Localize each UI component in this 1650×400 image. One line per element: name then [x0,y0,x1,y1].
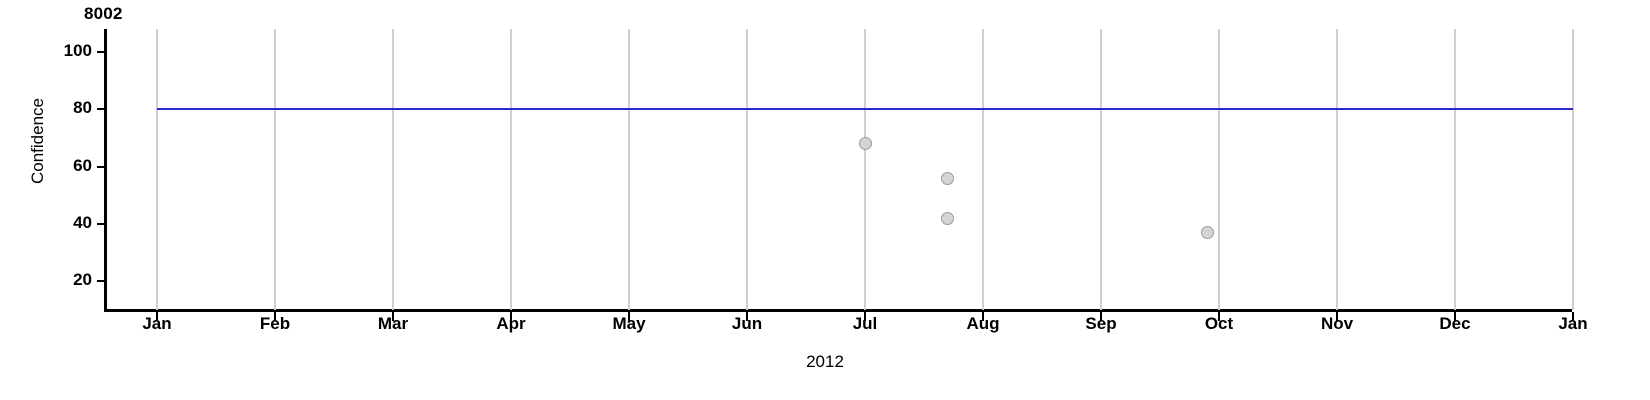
x-axis-line [104,309,1572,312]
x-tick-mark-7 [982,312,984,321]
x-tick-label-4: May [612,314,646,333]
gridline-jan-12 [1572,29,1574,310]
x-tick-mark-8 [1100,312,1102,321]
gridline-may-4 [628,29,630,310]
x-tick-mark-12 [1572,312,1574,321]
gridline-apr-3 [510,29,512,310]
x-tick-label-1: Feb [259,314,291,333]
x-tick-mark-9 [1218,312,1220,321]
x-tick-mark-2 [392,312,394,321]
y-axis-line [104,29,107,312]
x-tick-label-6: Jul [852,314,878,333]
x-tick-label-11: Dec [1439,314,1471,333]
gridline-jun-5 [746,29,748,310]
y-tick-label-1: 80 [73,98,92,118]
y-tick-mark-2 [97,165,105,168]
gridline-sep-8 [1100,29,1102,310]
gridline-jul-6 [864,29,866,310]
gridline-aug-7 [982,29,984,310]
x-tick-label-10: Nov [1320,314,1354,333]
data-point-2[interactable] [941,211,955,225]
chart-title: 8002 [84,4,123,23]
gridline-feb-1 [274,29,276,310]
x-tick-mark-11 [1454,312,1456,321]
y-tick-mark-1 [97,108,105,111]
data-point-0[interactable] [858,137,872,151]
x-tick-label-2: Mar [377,314,409,333]
y-tick-mark-4 [97,280,105,283]
y-tick-label-2: 60 [73,155,92,175]
x-tick-label-12: Jan [1558,314,1588,333]
x-tick-mark-4 [628,312,630,321]
y-tick-label-0: 100 [63,40,92,60]
threshold-line [157,108,1573,111]
x-tick-mark-10 [1336,312,1338,321]
y-tick-mark-3 [97,222,105,225]
x-tick-mark-3 [510,312,512,321]
y-tick-label-4: 20 [73,270,92,290]
y-tick-mark-0 [97,50,105,53]
data-point-1[interactable] [941,171,955,185]
x-tick-mark-5 [746,312,748,321]
x-tick-label-5: Jun [731,314,763,333]
x-tick-mark-1 [274,312,276,321]
gridline-mar-2 [392,29,394,310]
y-tick-label-3: 40 [73,212,92,232]
x-tick-label-3: Apr [496,314,526,333]
x-axis-title: 2012 [806,352,844,371]
x-tick-label-8: Sep [1085,314,1117,333]
gridline-dec-11 [1454,29,1456,310]
data-point-3[interactable] [1200,226,1214,240]
x-tick-label-7: Aug [966,314,1000,333]
x-tick-label-9: Oct [1204,314,1234,333]
y-axis-title: Confidence [28,98,47,185]
gridline-nov-10 [1336,29,1338,310]
x-tick-mark-6 [864,312,866,321]
gridline-jan-0 [156,29,158,310]
gridline-oct-9 [1218,29,1220,310]
x-tick-label-0: Jan [142,314,172,333]
x-tick-mark-0 [156,312,158,321]
